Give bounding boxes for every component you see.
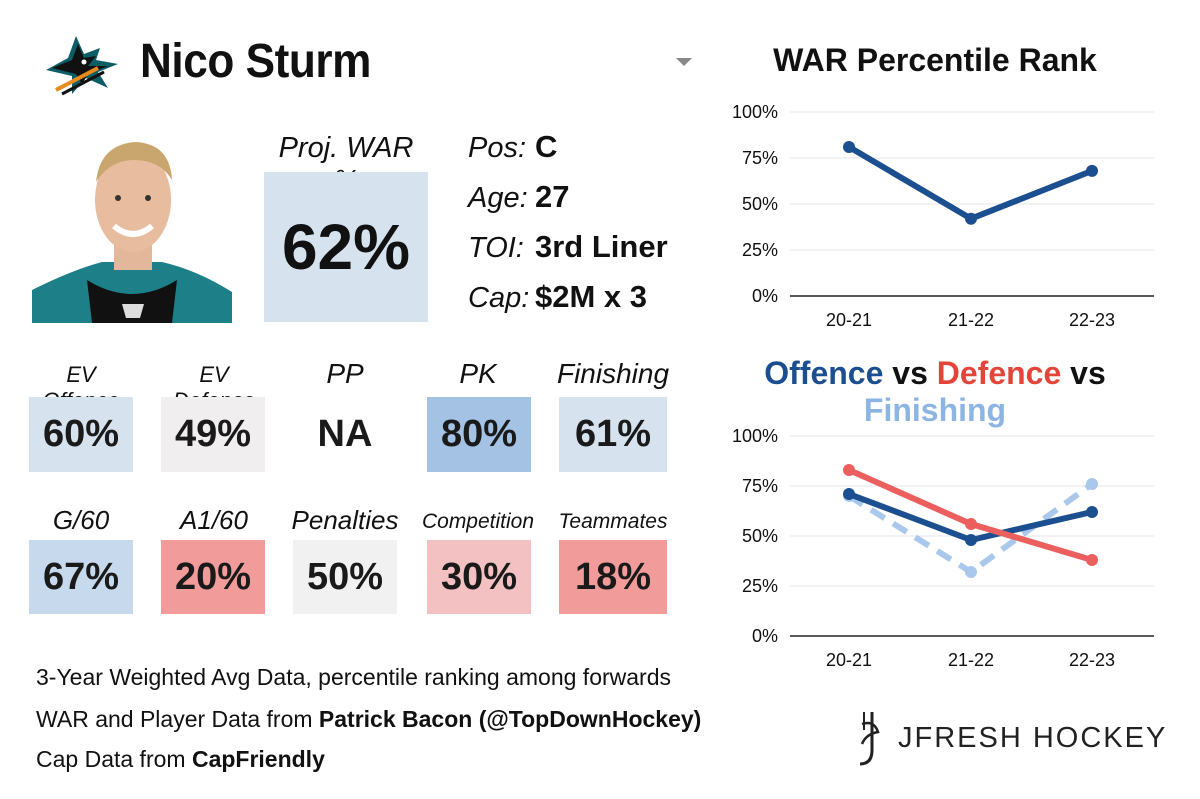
proj-war-value: 62% [264,172,428,322]
x-tick-label: 20-21 [826,310,872,330]
y-tick-label: 75% [742,476,778,496]
y-tick-label: 100% [732,426,778,446]
stat-value: 67% [29,540,133,614]
footer-cap-credit: Cap Data from CapFriendly [36,746,325,773]
data-point-defence [843,464,855,476]
series-line-offence [847,491,1093,543]
data-point-offence [843,488,855,500]
stat-value: 50% [293,540,397,614]
title-vs: vs [1061,355,1106,391]
series-line-defence [847,467,1093,563]
sharks-logo-icon [46,36,118,96]
stat-value: 60% [29,397,133,472]
data-point-defence [965,518,977,530]
data-point-war [843,140,855,153]
y-tick-label: 50% [742,526,778,546]
stat-value: 80% [427,397,531,472]
y-tick-label: 0% [752,286,778,306]
player-name: Nico Sturm [140,35,371,88]
stat-value: 61% [559,397,667,472]
toi-value: 3rd Liner [535,229,668,264]
y-tick-label: 100% [732,102,778,122]
x-tick-label: 22-23 [1069,310,1115,330]
footer-note: 3-Year Weighted Avg Data, percentile ran… [36,664,672,690]
footer-cap-source: CapFriendly [191,746,325,772]
jfresh-logo-icon [859,712,880,766]
stat-label: PP [326,358,364,389]
offence-defence-finishing-chart: 0% 25% 50% 75% 100% 20-21 21-22 22-23 [732,426,1154,670]
pos-label: Pos: [468,132,527,164]
age-label: Age: [468,182,528,214]
stat-label: Competition [421,510,535,533]
title-finishing: Finishing [863,392,1007,428]
x-tick-label: 21-22 [948,310,994,330]
y-tick-label: 25% [742,240,778,260]
data-point-finishing [1086,478,1098,490]
title-offence: Offence [764,355,884,391]
stat-label: Teammates [558,510,668,533]
data-point-war [1086,164,1098,177]
stat-value: 18% [559,540,667,614]
caret-down-icon[interactable] [676,58,692,66]
stat-value: 30% [427,540,531,614]
x-tick-label: 21-22 [948,650,994,670]
cap-label: Cap: [468,282,530,314]
cap-value: $2M x 3 [535,279,648,314]
data-point-offence [1086,506,1098,518]
y-tick-label: 75% [742,148,778,168]
brand-name: JFRESH HOCKEY [898,722,1168,754]
stat-label: Finishing [556,358,670,389]
title-vs: vs [883,355,937,391]
chart2-title: Offence vs Defence vs Finishing [700,355,1170,429]
data-point-war [965,212,977,225]
title-defence: Defence [936,355,1062,391]
data-point-finishing [965,566,977,578]
war-percentile-chart: 0% 25% 50% 75% 100% 20-21 21-22 22-23 [732,102,1154,330]
y-tick-label: 0% [752,626,778,646]
x-tick-label: 20-21 [826,650,872,670]
stat-label: Penalties [291,505,399,535]
stat-label: G/60 [52,505,110,535]
player-headshot [32,130,232,323]
toi-label: TOI: [468,232,524,264]
stat-value: 49% [161,397,265,472]
footer-war-source: Patrick Bacon (@TopDownHockey) [318,706,702,732]
chart1-title: WAR Percentile Rank [773,42,1097,78]
footer-prefix: Cap Data from [36,746,192,772]
stat-value: NA [293,397,397,472]
stat-label: PK [459,358,497,389]
data-point-defence [1086,554,1098,566]
y-tick-label: 50% [742,194,778,214]
footer-war-credit: WAR and Player Data from Patrick Bacon (… [36,706,701,733]
y-tick-label: 25% [742,576,778,596]
data-point-offence [965,534,977,546]
footer-prefix: WAR and Player Data from [36,706,319,732]
stat-label: A1/60 [180,505,248,535]
stat-value: 20% [161,540,265,614]
age-value: 27 [535,179,570,214]
x-tick-label: 22-23 [1069,650,1115,670]
pos-value: C [535,129,558,164]
